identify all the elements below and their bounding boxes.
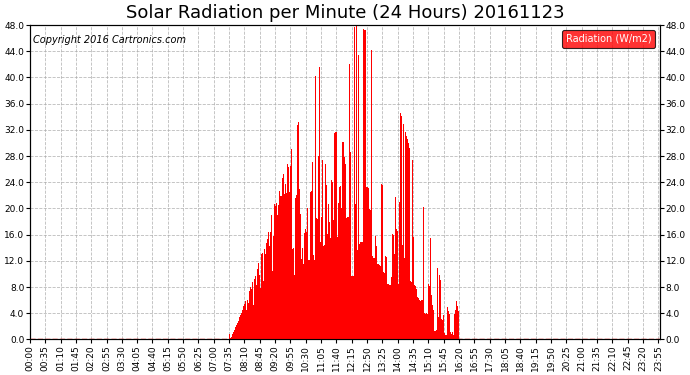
Title: Solar Radiation per Minute (24 Hours) 20161123: Solar Radiation per Minute (24 Hours) 20… (126, 4, 564, 22)
Text: Copyright 2016 Cartronics.com: Copyright 2016 Cartronics.com (33, 34, 186, 45)
Legend: Radiation (W/m2): Radiation (W/m2) (562, 30, 656, 48)
